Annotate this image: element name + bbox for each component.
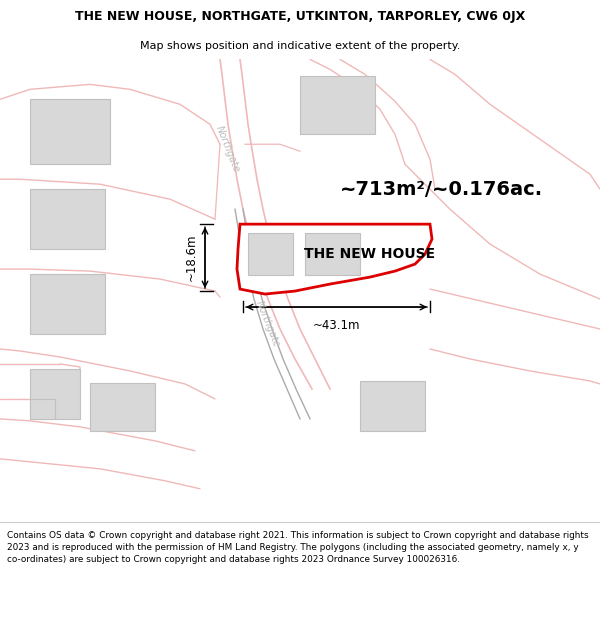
Bar xyxy=(30,369,80,419)
Bar xyxy=(30,99,110,164)
Text: THE NEW HOUSE, NORTHGATE, UTKINTON, TARPORLEY, CW6 0JX: THE NEW HOUSE, NORTHGATE, UTKINTON, TARP… xyxy=(75,10,525,23)
Text: Northgate: Northgate xyxy=(254,299,282,349)
Text: ~43.1m: ~43.1m xyxy=(313,319,360,332)
Bar xyxy=(30,189,105,249)
Bar xyxy=(300,76,375,134)
Bar xyxy=(30,399,55,419)
Text: ~18.6m: ~18.6m xyxy=(185,234,198,281)
Bar xyxy=(248,233,293,275)
Bar xyxy=(30,274,105,334)
Text: Contains OS data © Crown copyright and database right 2021. This information is : Contains OS data © Crown copyright and d… xyxy=(7,531,589,564)
Bar xyxy=(90,383,155,431)
Polygon shape xyxy=(237,224,432,294)
Text: ~713m²/~0.176ac.: ~713m²/~0.176ac. xyxy=(340,180,543,199)
Bar xyxy=(305,233,360,275)
Bar xyxy=(360,381,425,431)
Text: Map shows position and indicative extent of the property.: Map shows position and indicative extent… xyxy=(140,41,460,51)
Text: Northgate: Northgate xyxy=(214,124,242,174)
Text: THE NEW HOUSE: THE NEW HOUSE xyxy=(304,247,436,261)
